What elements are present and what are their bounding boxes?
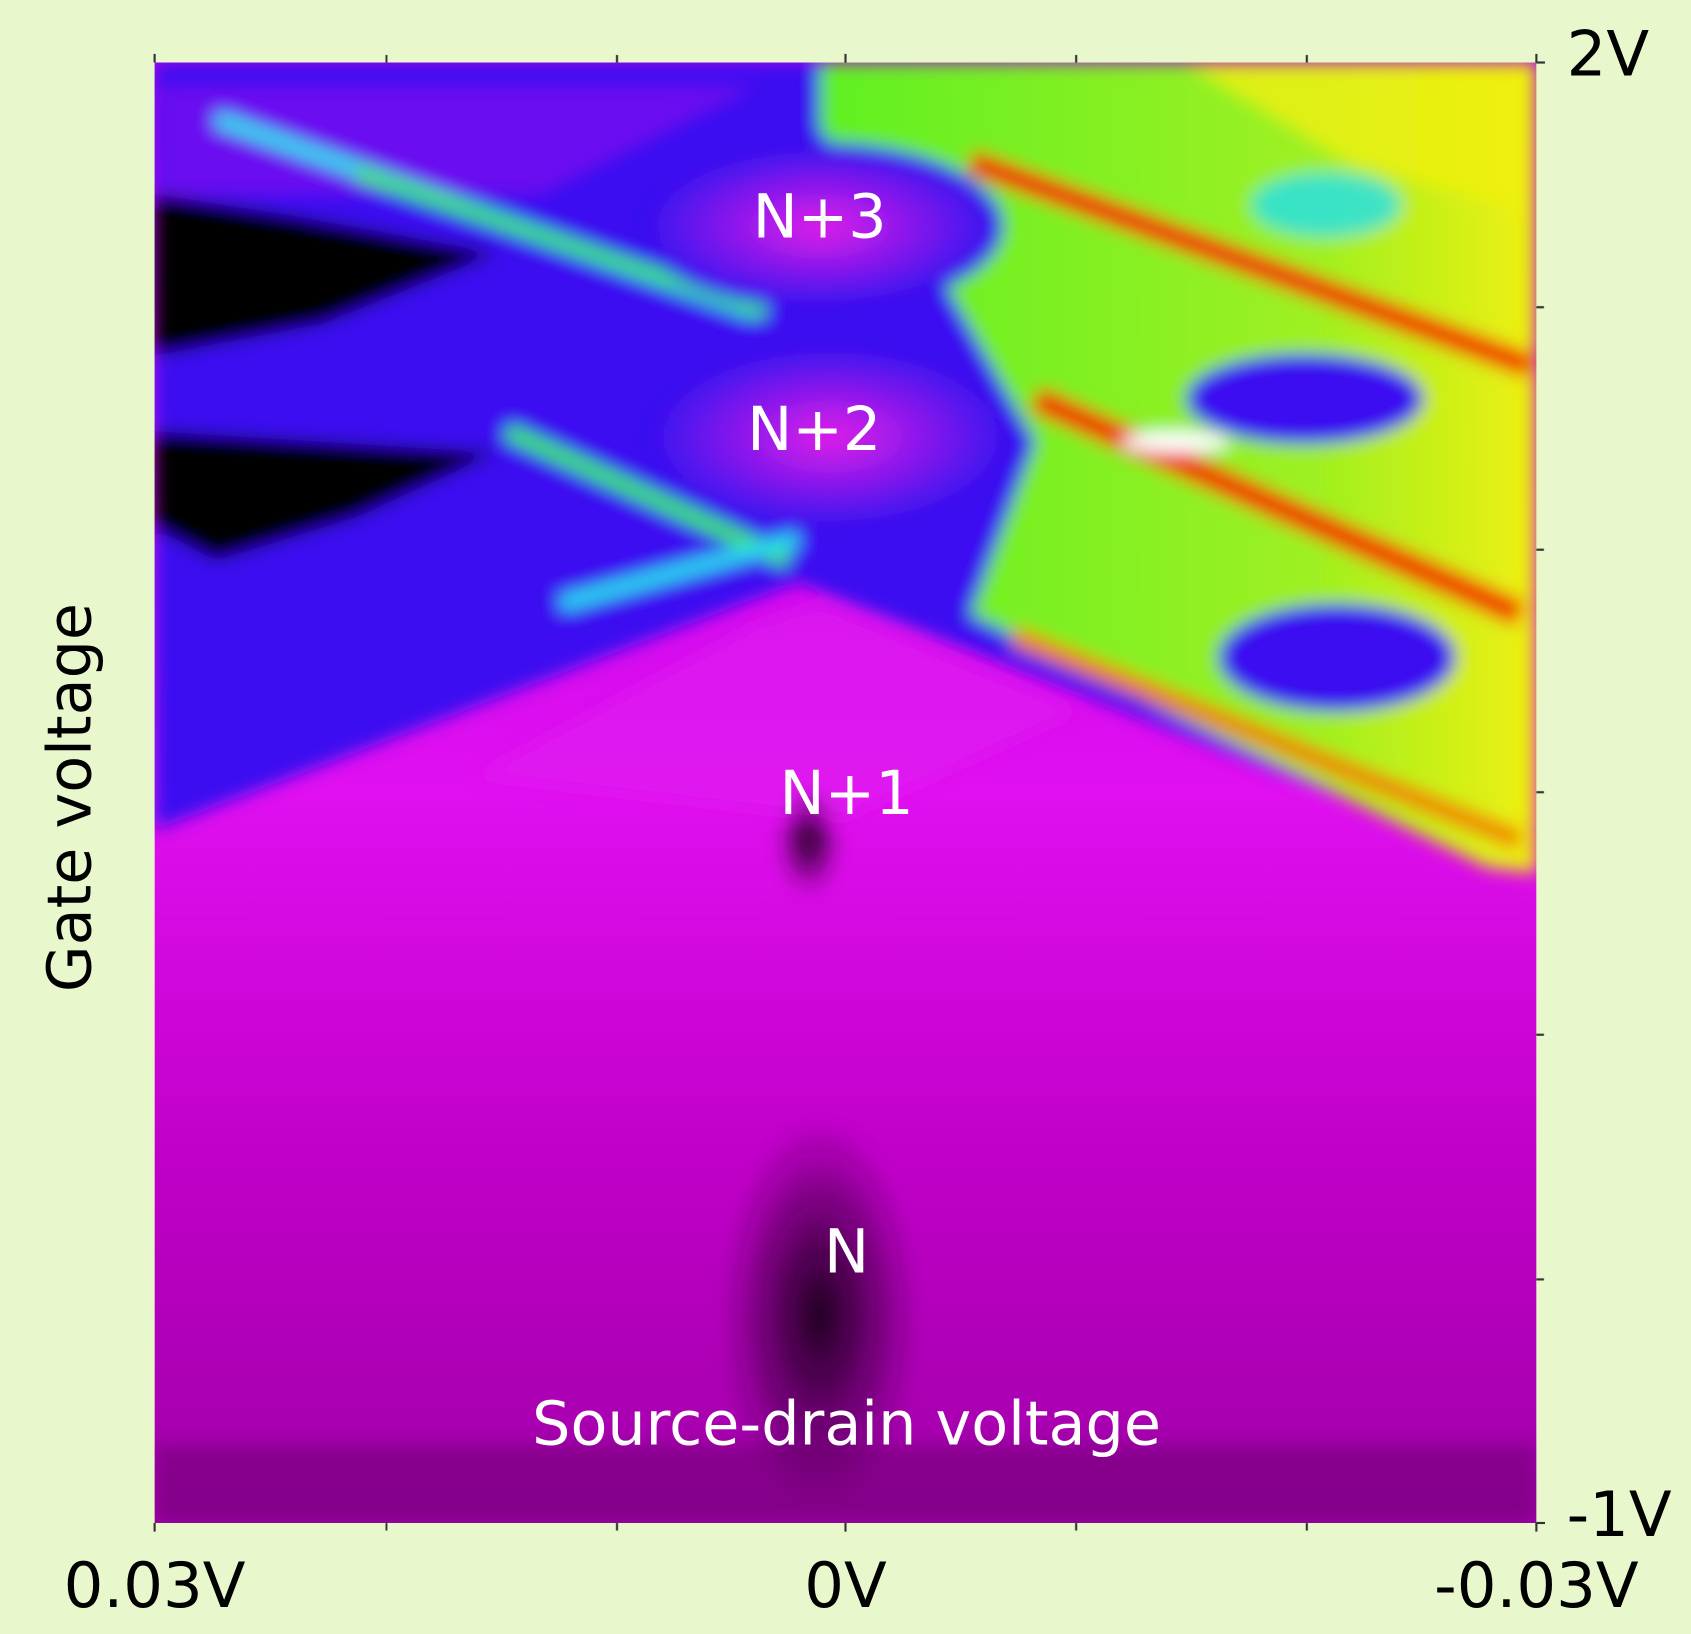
annotation: N+2 xyxy=(747,395,881,465)
x-tick-label: -0.03V xyxy=(1434,1549,1639,1622)
x-axis-label: Source-drain voltage xyxy=(532,1390,1161,1460)
heatmap-image xyxy=(154,62,1537,1523)
annotation: N+1 xyxy=(780,759,914,829)
annotation: N xyxy=(824,1217,869,1287)
x-tick-label: 0.03V xyxy=(64,1549,246,1622)
y-tick-label: 2V xyxy=(1567,17,1650,90)
y-tick-label: -1V xyxy=(1567,1478,1672,1551)
x-tick-label: 0V xyxy=(804,1549,887,1622)
minor-ticks xyxy=(385,54,1544,1531)
annotation: N+3 xyxy=(753,183,887,253)
y-axis-label: Gate voltage xyxy=(35,603,105,992)
